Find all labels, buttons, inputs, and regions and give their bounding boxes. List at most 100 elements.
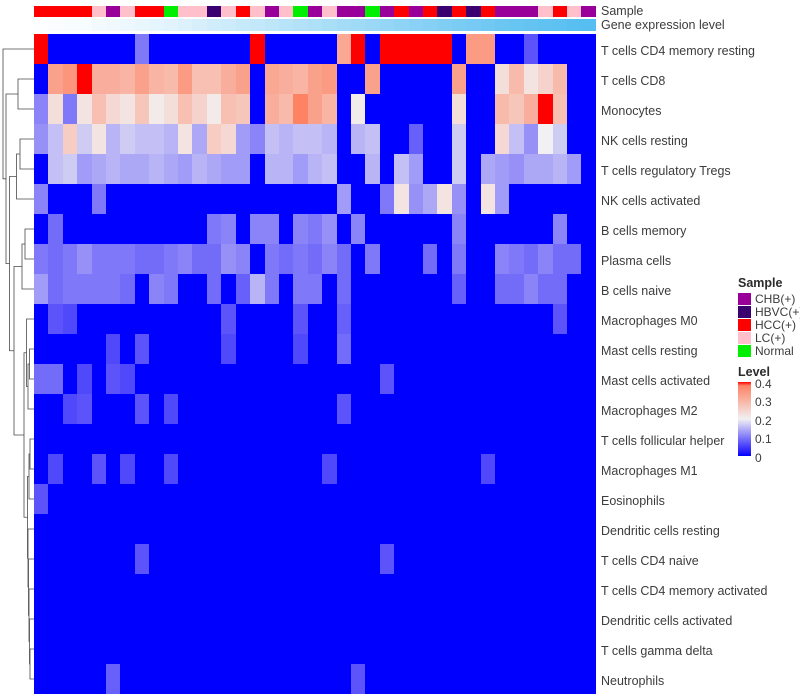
heatmap-cell: [437, 454, 452, 484]
heatmap-cell: [293, 394, 308, 424]
heatmap-row: [34, 34, 596, 64]
heatmap-cell: [34, 424, 49, 454]
heatmap-cell: [466, 154, 481, 184]
heatmap-cell: [264, 634, 279, 664]
heatmap-cell: [206, 574, 222, 604]
heatmap-row: [34, 664, 596, 694]
heatmap-cell: [379, 604, 395, 634]
heatmap-cell: [365, 514, 380, 544]
heatmap-cell: [48, 274, 63, 304]
heatmap-cell: [567, 544, 582, 574]
heatmap-cell: [350, 394, 366, 424]
heatmap-cell: [480, 664, 495, 694]
heatmap-cell: [264, 34, 279, 64]
heatmap-cell: [264, 334, 279, 364]
heatmap-cell: [48, 244, 63, 274]
heatmap-cell: [322, 304, 337, 334]
row-label: Macrophages M2: [601, 404, 698, 418]
heatmap-cell: [379, 154, 395, 184]
heatmap-cell: [278, 154, 294, 184]
heatmap-cell: [379, 214, 395, 244]
heatmap-cell: [350, 94, 366, 124]
heatmap-row: [34, 514, 596, 544]
heatmap-cell: [523, 604, 539, 634]
heatmap-cell: [206, 424, 222, 454]
level-tick-label: 0.2: [755, 413, 772, 428]
heatmap-cell: [538, 274, 553, 304]
heatmap-cell: [394, 394, 409, 424]
heatmap-cell: [192, 544, 207, 574]
heatmap-cell: [235, 244, 251, 274]
heatmap-cell: [178, 214, 193, 244]
heatmap-cell: [278, 394, 294, 424]
heatmap-cell: [350, 34, 366, 64]
heatmap-cell: [538, 244, 553, 274]
heatmap-cell: [163, 334, 179, 364]
heatmap-cell: [394, 334, 409, 364]
heatmap-row: [34, 274, 596, 304]
heatmap-cell: [408, 64, 423, 94]
heatmap-cell: [106, 364, 121, 394]
heatmap-cell: [538, 94, 553, 124]
sample-annotation-cell: [581, 6, 596, 17]
heatmap-cell: [394, 664, 409, 694]
heatmap-cell: [567, 394, 582, 424]
heatmap-cell: [77, 184, 92, 214]
heatmap-cell: [149, 124, 164, 154]
heatmap-cell: [120, 214, 135, 244]
sample-annotation-cell: [293, 6, 308, 17]
sample-annotation-cell: [437, 6, 452, 17]
heatmap-cell: [394, 64, 409, 94]
heatmap-cell: [106, 664, 121, 694]
heatmap-cell: [451, 274, 467, 304]
heatmap-cell: [322, 364, 337, 394]
heatmap-cell: [437, 64, 452, 94]
row-label: T cells regulatory Tregs: [601, 164, 731, 178]
sample-annotation-cell: [365, 6, 380, 17]
heatmap-cell: [192, 184, 207, 214]
gene-expression-annotation-cell: [293, 19, 308, 31]
heatmap-cell: [34, 454, 49, 484]
heatmap-cell: [163, 394, 179, 424]
heatmap-cell: [221, 214, 236, 244]
heatmap-cell: [451, 514, 467, 544]
heatmap-cell: [134, 214, 150, 244]
heatmap-cell: [235, 424, 251, 454]
heatmap-cell: [77, 604, 92, 634]
heatmap-cell: [34, 34, 49, 64]
heatmap-cell: [250, 574, 265, 604]
heatmap-row: [34, 544, 596, 574]
heatmap-cell: [422, 634, 438, 664]
level-tick-label: 0.3: [755, 395, 772, 410]
heatmap-cell: [408, 274, 423, 304]
heatmap-cell: [422, 574, 438, 604]
gene-expression-annotation-cell: [350, 19, 366, 31]
heatmap-cell: [149, 454, 164, 484]
heatmap-cell: [178, 604, 193, 634]
heatmap-cell: [509, 304, 524, 334]
heatmap-cell: [178, 124, 193, 154]
gene-expression-annotation-cell: [307, 19, 323, 31]
heatmap-cell: [437, 94, 452, 124]
heatmap-cell: [192, 664, 207, 694]
heatmap-cell: [149, 94, 164, 124]
heatmap-cell: [408, 424, 423, 454]
heatmap-cell: [250, 514, 265, 544]
heatmap-cell: [365, 484, 380, 514]
sample-annotation-cell: [149, 6, 164, 17]
heatmap-cell: [149, 364, 164, 394]
heatmap-cell: [466, 34, 481, 64]
heatmap-cell: [250, 124, 265, 154]
heatmap-cell: [350, 514, 366, 544]
heatmap-cell: [509, 604, 524, 634]
heatmap-cell: [264, 424, 279, 454]
sample-legend-item: HBVC(+): [738, 305, 800, 318]
heatmap-cell: [350, 484, 366, 514]
heatmap-cell: [408, 544, 423, 574]
heatmap-cell: [307, 34, 323, 64]
heatmap-cell: [422, 664, 438, 694]
heatmap-cell: [120, 154, 135, 184]
heatmap-cell: [134, 64, 150, 94]
heatmap-cell: [552, 574, 568, 604]
heatmap-cell: [62, 334, 78, 364]
